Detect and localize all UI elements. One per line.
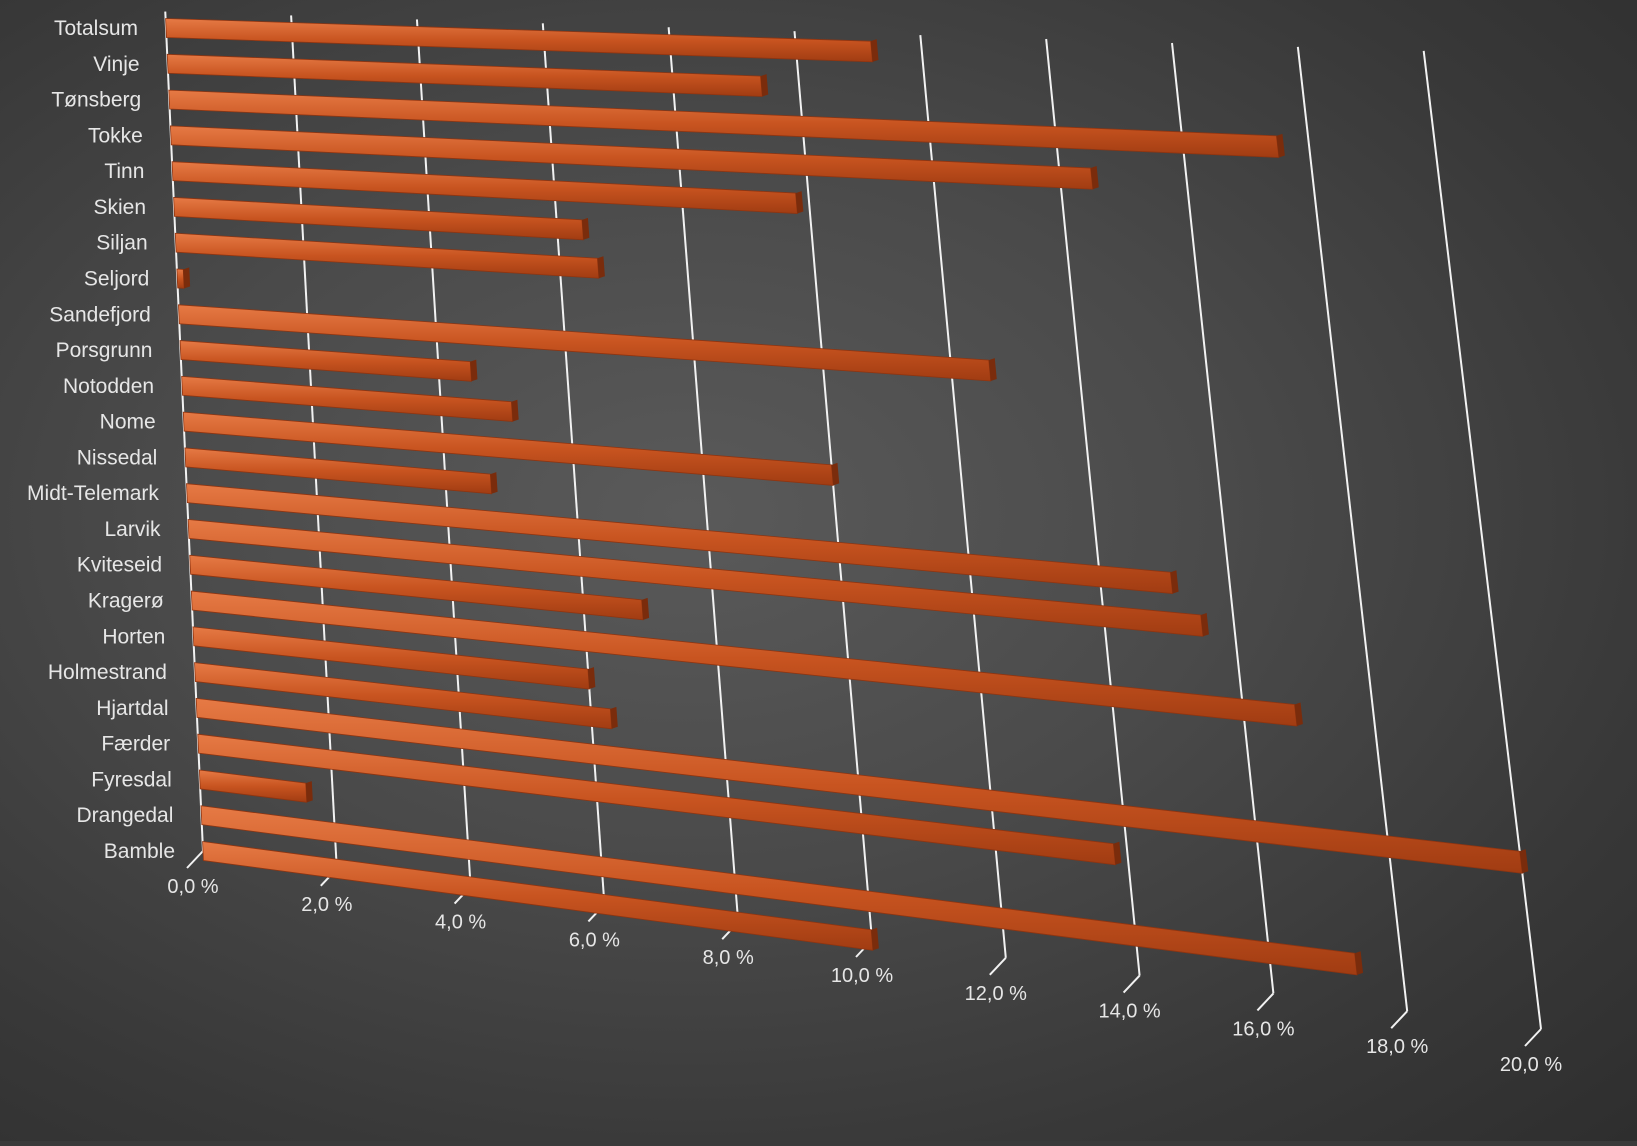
tick-mark [1256, 992, 1275, 1012]
category-labels: Totalsum Vinje Tønsberg Tokke Tinn Skien Silja… [27, 17, 175, 863]
x-tick-label: 2,0 % [301, 894, 352, 916]
x-tick-label: 8,0 % [703, 947, 754, 969]
bar [173, 197, 590, 241]
category-label: Drangedal [76, 804, 173, 827]
x-tick-label: 4,0 % [435, 912, 486, 934]
tick-mark [1524, 1028, 1542, 1047]
category-label: Siljan [96, 232, 147, 255]
bars [165, 18, 1529, 976]
bar [195, 697, 1529, 874]
tick-mark [1390, 1010, 1408, 1029]
x-axis-ticks: 0,0 % 2,0 % 4,0 % 6,0 % 8,0 % 10,0 % 12,0 % 14,… [167, 850, 1562, 1076]
x-tick-label: 20,0 % [1500, 1054, 1562, 1076]
bar [184, 447, 498, 495]
category-label: Holmestrand [48, 661, 167, 684]
category-label: Skien [94, 196, 147, 219]
category-label: Vinje [93, 53, 139, 76]
tick-mark [186, 850, 204, 869]
category-label: Bamble [104, 840, 175, 863]
category-label: Notodden [63, 375, 154, 398]
x-tick-label: 16,0 % [1232, 1018, 1294, 1040]
gridline [1422, 50, 1542, 1030]
bar [197, 733, 1122, 866]
category-label: Midt-Telemark [27, 482, 159, 505]
bar [178, 304, 997, 382]
bar [176, 267, 191, 289]
x-tick-label: 0,0 % [167, 876, 218, 898]
bar [171, 161, 804, 214]
bar [169, 125, 1099, 190]
tick-mark [989, 957, 1007, 976]
bar [174, 232, 605, 279]
bar [179, 340, 478, 382]
bar [187, 519, 1209, 637]
x-tick-label: 18,0 % [1366, 1036, 1428, 1058]
category-label: Kragerø [88, 590, 164, 613]
bar [200, 805, 1364, 976]
x-tick-label: 12,0 % [965, 983, 1027, 1005]
bar [190, 590, 1303, 727]
bar [189, 554, 650, 621]
bar [198, 769, 313, 803]
category-label: Tokke [88, 124, 143, 147]
gridline [1296, 46, 1409, 1012]
category-label: Horten [102, 625, 165, 648]
category-label: Larvik [104, 518, 161, 541]
x-tick-label: 14,0 % [1098, 1001, 1160, 1023]
category-label: Sandefjord [49, 303, 151, 326]
category-label: Porsgrunn [56, 339, 153, 362]
category-label: Tinn [104, 160, 144, 183]
bar [168, 89, 1285, 158]
category-label: Totalsum [54, 17, 138, 40]
bar [165, 18, 879, 63]
gridline [1171, 42, 1275, 994]
category-label: Tønsberg [51, 89, 141, 112]
category-label: Hjartdal [96, 697, 168, 720]
category-label: Nissedal [77, 446, 158, 469]
tick-mark [1122, 974, 1141, 994]
category-label: Fyresdal [91, 768, 172, 791]
category-label: Færder [101, 733, 170, 756]
bar [194, 662, 618, 730]
x-tick-label: 10,0 % [831, 965, 893, 987]
bar [166, 53, 769, 97]
category-label: Kviteseid [77, 554, 162, 577]
bar [192, 626, 596, 690]
bar [202, 841, 879, 951]
category-label: Seljord [84, 267, 149, 290]
x-tick-label: 6,0 % [569, 929, 620, 951]
bar [186, 483, 1179, 595]
bar [182, 411, 840, 486]
category-label: Nome [100, 411, 156, 434]
bar [181, 375, 519, 422]
